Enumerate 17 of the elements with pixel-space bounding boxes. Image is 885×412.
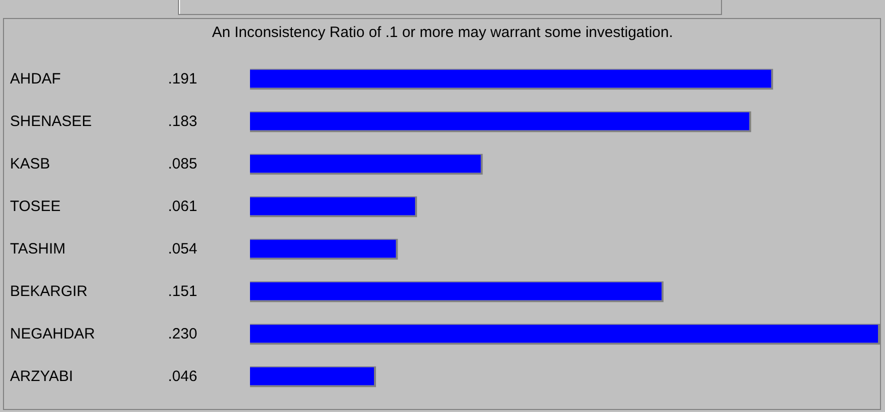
y-tick-label: SHENASEE [10, 112, 92, 130]
y-tick-label: TASHIM [10, 240, 66, 258]
chart-title: An Inconsistency Ratio of .1 or more may warrant some investigation. [210, 24, 674, 41]
data-label: .085 [168, 155, 198, 172]
data-label: .054 [168, 240, 198, 258]
y-tick-label: NEGAHDAR [10, 325, 96, 342]
data-label: .230 [168, 325, 198, 342]
data-label: .046 [168, 368, 198, 385]
data-label: .061 [168, 198, 198, 215]
y-tick-label: AHDAF [10, 70, 61, 88]
data-label: .183 [168, 112, 198, 130]
data-label: .191 [168, 70, 198, 88]
data-label: .151 [168, 282, 198, 300]
y-tick-label: TOSEE [10, 198, 61, 215]
y-tick-label: KASB [10, 155, 50, 172]
y-tick-label: ARZYABI [10, 368, 74, 385]
y-tick-label: BEKARGIR [10, 282, 88, 300]
